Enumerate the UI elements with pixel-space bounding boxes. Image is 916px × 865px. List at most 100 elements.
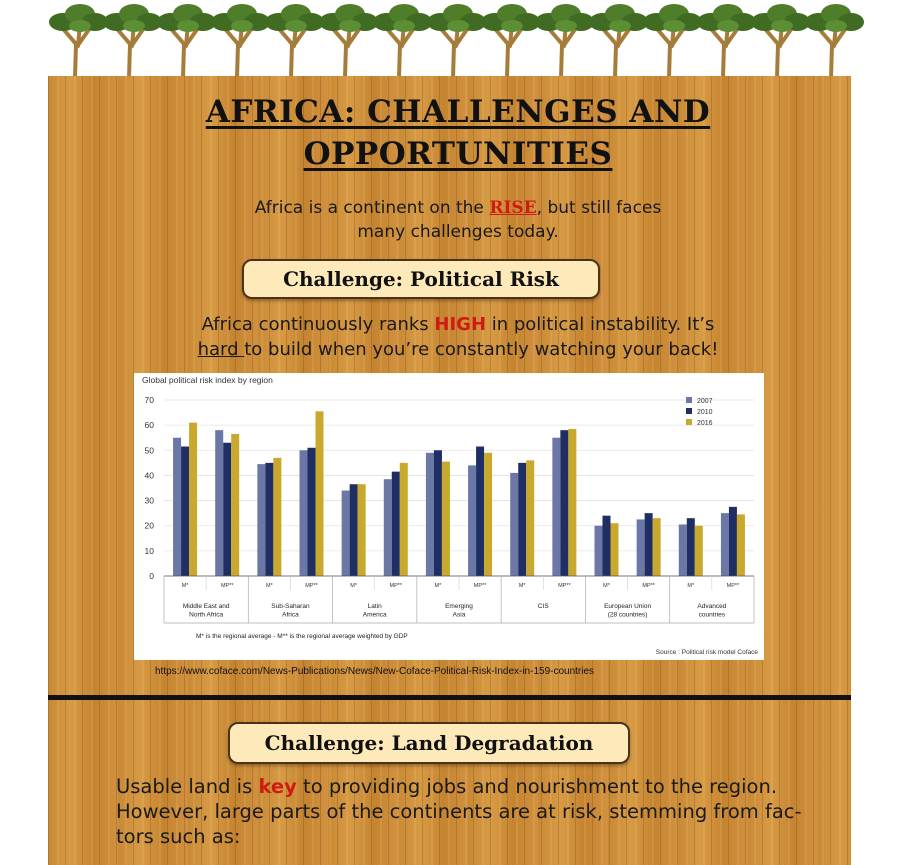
bar — [560, 430, 569, 576]
bar — [315, 411, 324, 576]
x-tick-label: M* — [182, 583, 190, 589]
tree-trunk — [332, 22, 362, 80]
tree-trunk — [170, 22, 200, 80]
land-text-line2: However, large parts of the continents a… — [116, 800, 802, 823]
x-tick-label: MP** — [727, 583, 740, 589]
source-url-link[interactable]: https://www.coface.com/News-Publications… — [155, 666, 595, 677]
legend-label: 2010 — [697, 409, 713, 416]
group-label: Latin — [368, 603, 382, 610]
intro-text-pre: Africa is a continent on the — [254, 198, 490, 218]
bar — [399, 462, 408, 576]
bar — [526, 460, 535, 576]
highlight-key: key — [258, 775, 297, 798]
bar — [644, 513, 653, 576]
tree-trunk — [764, 22, 794, 80]
x-tick-label: MP** — [221, 583, 234, 589]
x-tick-label: MP** — [474, 583, 487, 589]
bar — [728, 506, 737, 576]
x-tick-label: M* — [519, 583, 527, 589]
legend-swatch — [686, 397, 692, 403]
political-risk-text-post: in political instability. It’s — [486, 314, 715, 335]
tree-trunk — [224, 22, 254, 80]
tree-trunk — [386, 22, 416, 80]
x-tick-label: M* — [266, 583, 274, 589]
tree-canopy — [285, 20, 307, 32]
group-label: Sub-Saharan — [271, 603, 310, 610]
y-tick-label: 50 — [145, 445, 155, 455]
tree-icon — [589, 4, 648, 80]
bar — [602, 515, 611, 576]
group-label: Middle East and — [183, 603, 230, 610]
tree-icon — [103, 4, 162, 80]
chart-footnote: M* is the regional average - M** is the … — [196, 633, 408, 640]
bar — [357, 484, 366, 576]
bar — [441, 461, 450, 576]
x-tick-label: MP** — [558, 583, 571, 589]
tree-canopy — [123, 20, 145, 32]
tree-icon — [319, 4, 378, 80]
tree-canopy — [825, 20, 847, 32]
x-tick-label: MP** — [390, 583, 403, 589]
section-heading-land-degradation: Challenge: Land Degradation — [228, 722, 630, 764]
tree-icon — [49, 4, 108, 80]
group-label: CIS — [538, 603, 550, 610]
section-heading-political-risk: Challenge: Political Risk — [242, 259, 600, 299]
tree-icon — [265, 4, 324, 80]
bar — [686, 518, 695, 576]
chart-source: Source : Political risk model Coface — [656, 649, 759, 656]
x-tick-label: M* — [350, 583, 358, 589]
bar — [510, 472, 519, 576]
tree-icon — [157, 4, 216, 80]
tree-canopy — [663, 20, 685, 32]
group-label: European Union — [604, 603, 651, 610]
tree-trunk — [602, 22, 632, 80]
land-text-post: to providing jobs and nourishment to the… — [296, 775, 778, 798]
bar — [307, 447, 316, 576]
land-text-pre: Usable land is — [116, 775, 259, 798]
tree-icon — [805, 4, 864, 80]
tree-canopy — [447, 20, 469, 32]
bar — [273, 457, 282, 576]
page-title-line1: AFRICA: CHALLENGES AND — [205, 94, 711, 130]
x-tick-label: M* — [435, 583, 443, 589]
bar — [341, 490, 350, 576]
bar — [383, 479, 392, 576]
tree-icon — [427, 4, 486, 80]
tree-border — [49, 4, 864, 80]
y-tick-label: 60 — [145, 420, 155, 430]
bar — [518, 462, 527, 576]
tree-canopy — [771, 20, 793, 32]
tree-icon — [481, 4, 540, 80]
legend-swatch — [686, 408, 692, 414]
bar — [349, 484, 358, 576]
tree-icon — [373, 4, 432, 80]
bar — [257, 464, 266, 576]
tree-trunk — [818, 22, 848, 80]
tree-canopy — [69, 20, 91, 32]
x-tick-label: M* — [603, 583, 611, 589]
x-tick-label: MP** — [305, 583, 318, 589]
land-text-line3: tors such as: — [116, 825, 241, 848]
tree-canopy — [555, 20, 577, 32]
tree-canopy — [609, 20, 631, 32]
group-label: (28 countries) — [608, 612, 648, 619]
tree-trunk — [710, 22, 740, 80]
bar — [652, 518, 661, 576]
tree-icon — [643, 4, 702, 80]
tree-trunk — [656, 22, 686, 80]
bar — [299, 450, 308, 576]
tree-canopy — [339, 20, 361, 32]
political-risk-text-line2: to build when you’re constantly watching… — [244, 339, 719, 360]
bar — [694, 525, 703, 576]
tree-trunk — [116, 22, 146, 80]
tree-canopy — [501, 20, 523, 32]
bar — [468, 465, 477, 576]
bar — [215, 430, 224, 576]
intro-text: Africa is a continent on the RISE, but s… — [0, 196, 916, 244]
bar — [433, 450, 442, 576]
y-tick-label: 20 — [145, 521, 155, 531]
tree-trunk — [494, 22, 524, 80]
y-tick-label: 70 — [145, 395, 155, 405]
bar — [476, 446, 485, 576]
y-tick-label: 40 — [145, 470, 155, 480]
